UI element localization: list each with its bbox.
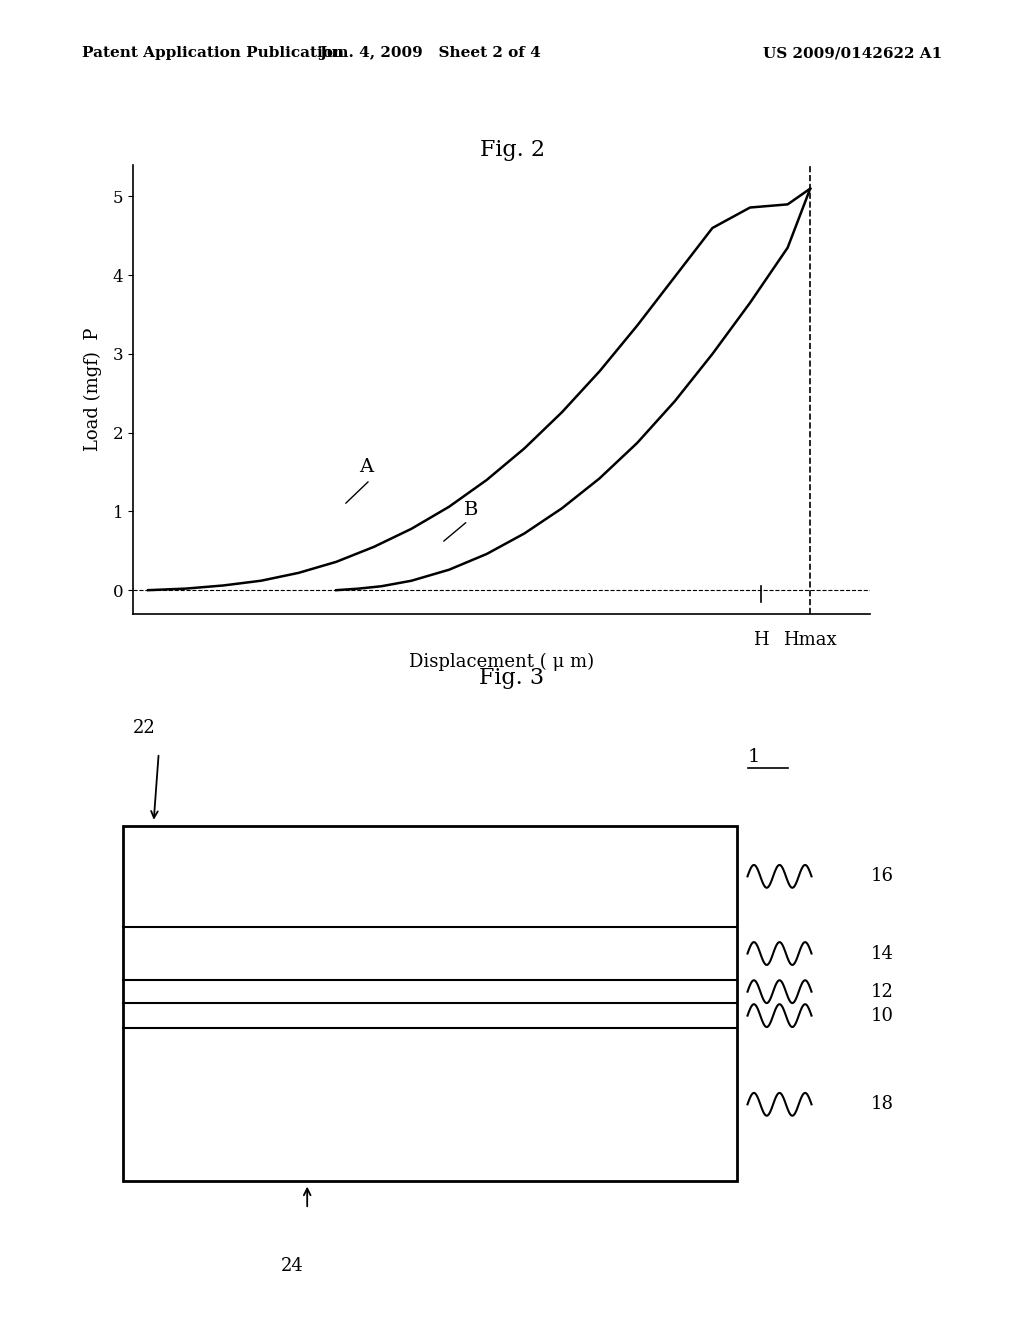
Text: US 2009/0142622 A1: US 2009/0142622 A1 bbox=[763, 46, 942, 61]
X-axis label: Displacement ( μ m): Displacement ( μ m) bbox=[410, 652, 594, 671]
Text: 22: 22 bbox=[133, 719, 156, 737]
Text: H: H bbox=[754, 631, 769, 649]
Text: Hmax: Hmax bbox=[783, 631, 837, 649]
Text: Fig. 2: Fig. 2 bbox=[479, 139, 545, 161]
Text: Patent Application Publication: Patent Application Publication bbox=[82, 46, 344, 61]
Text: Jun. 4, 2009   Sheet 2 of 4: Jun. 4, 2009 Sheet 2 of 4 bbox=[319, 46, 541, 61]
Text: 1: 1 bbox=[748, 747, 760, 766]
Y-axis label: Load (mgf)  P: Load (mgf) P bbox=[83, 327, 101, 451]
Text: 24: 24 bbox=[281, 1257, 303, 1275]
Text: A: A bbox=[358, 458, 373, 477]
Text: 14: 14 bbox=[870, 945, 893, 962]
Text: 18: 18 bbox=[870, 1096, 893, 1113]
Text: B: B bbox=[464, 502, 478, 519]
Bar bbox=[123, 826, 737, 1180]
Text: 10: 10 bbox=[870, 1007, 893, 1024]
Text: 12: 12 bbox=[870, 982, 893, 1001]
Text: 16: 16 bbox=[870, 867, 893, 886]
Text: Fig. 3: Fig. 3 bbox=[479, 667, 545, 689]
